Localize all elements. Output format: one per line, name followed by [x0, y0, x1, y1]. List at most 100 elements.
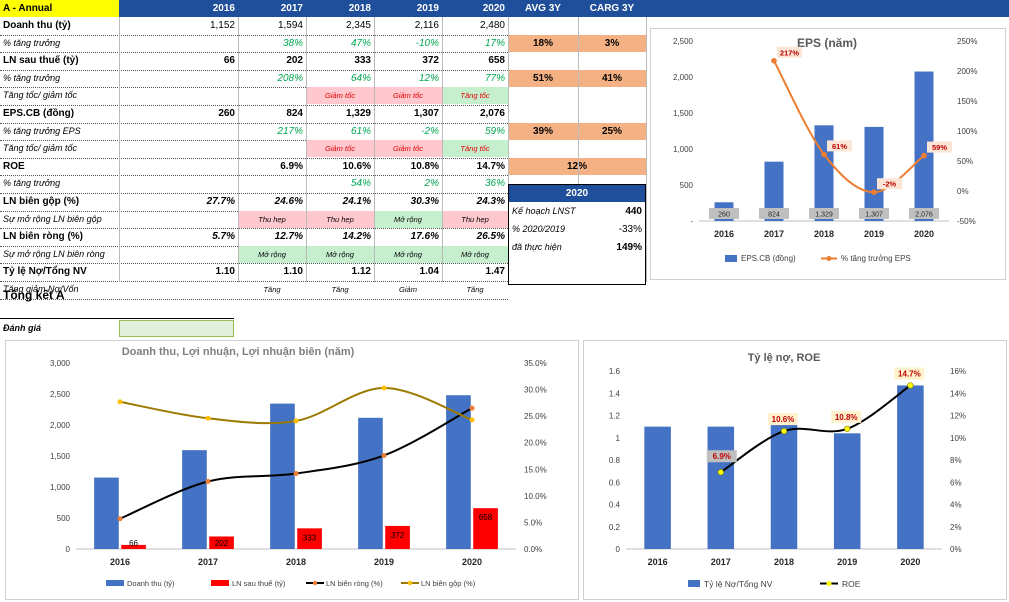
row-value-2016[interactable]: 5.7% — [212, 231, 235, 243]
row-label[interactable]: Tăng giảm Nợ/Vốn — [3, 284, 79, 294]
row-value-2016[interactable] — [119, 175, 238, 192]
row-value-2020[interactable]: Tăng tốc — [442, 140, 508, 158]
header-carg-3y[interactable]: CARG 3Y — [578, 0, 646, 17]
row-label[interactable]: Tăng tốc/ giảm tốc — [3, 143, 78, 154]
row-value-2018[interactable]: 2,345 — [345, 20, 371, 31]
debt-roe-chart[interactable]: 0 0.2 0.4 0.6 0.8 1 1.2 1.4 1.6 0% 2% 4% 6% 8% 10% 12% 1… — [583, 340, 1007, 600]
row-value-2019[interactable]: Mở rộng — [374, 210, 442, 228]
row-value-2018[interactable]: 14.2% — [342, 231, 371, 243]
row-value-2018[interactable]: 64% — [350, 72, 371, 84]
row-value-2016[interactable]: 1,152 — [209, 20, 235, 31]
row-value-2016[interactable] — [119, 123, 238, 140]
row-value-2017[interactable]: 202 — [286, 55, 303, 67]
row-value-2019[interactable]: Giảm — [399, 285, 417, 294]
evaluation-label[interactable]: Đánh giá — [3, 323, 42, 333]
row-value-2017[interactable]: 1,594 — [277, 20, 303, 31]
row-value-2020[interactable]: 2,076 — [479, 108, 505, 119]
row-value-2018[interactable]: 10.6% — [342, 160, 371, 172]
row-label[interactable]: Sự mở rộng LN biên ròng — [3, 248, 105, 259]
row-value-2016[interactable] — [119, 246, 238, 263]
row-label[interactable]: LN biên ròng (%) — [3, 231, 83, 243]
row-value-2017[interactable]: 24.6% — [274, 196, 303, 207]
row-value-2017[interactable]: 208% — [277, 72, 303, 84]
plan-achieved-label[interactable]: đã thực hiện — [512, 242, 562, 252]
plan-achieved-value[interactable]: 149% — [616, 242, 642, 253]
row-value-2016[interactable] — [119, 87, 238, 104]
row-value-2020[interactable]: 26.5% — [476, 231, 505, 243]
row-value-2018[interactable]: Giảm tốc — [306, 87, 374, 105]
row-label[interactable]: % tăng trưởng — [3, 178, 61, 189]
row-value-2019[interactable]: 1,307 — [413, 108, 439, 119]
row-value-2020[interactable]: 1.47 — [485, 266, 505, 278]
row-value-2017[interactable]: 824 — [286, 108, 303, 119]
row-value-2018[interactable]: 333 — [354, 55, 371, 67]
row-value-2020[interactable]: 77% — [484, 72, 505, 84]
row-label[interactable]: EPS.CB (đồng) — [3, 108, 75, 119]
row-value-2020[interactable]: 36% — [484, 178, 505, 190]
row-value-2016[interactable] — [119, 35, 238, 52]
row-label[interactable]: Doanh thu (tỷ) — [3, 20, 71, 31]
row-value-2017[interactable] — [238, 87, 306, 104]
row-value-2020[interactable]: 17% — [484, 37, 505, 49]
row-value-2018[interactable]: 1.12 — [351, 266, 371, 278]
carg-3y-value[interactable]: 3% — [578, 34, 646, 52]
plan-year-header[interactable]: 2020 — [509, 185, 645, 202]
header-year-2019[interactable]: 2019 — [374, 0, 442, 17]
row-value-2017[interactable]: 217% — [277, 125, 303, 137]
row-value-2019[interactable]: Giảm tốc — [374, 87, 442, 105]
header-year-2018[interactable]: 2018 — [306, 0, 374, 17]
row-value-2018[interactable]: Thu hẹp — [306, 210, 374, 228]
row-value-2019[interactable]: -2% — [421, 125, 439, 137]
header-year-2016[interactable]: 2016 — [119, 0, 238, 17]
header-avg-3y[interactable]: AVG 3Y — [508, 0, 578, 17]
row-value-2019[interactable]: 12% — [418, 72, 439, 84]
row-value-2018[interactable]: 61% — [350, 125, 371, 137]
row-value-2020[interactable]: 2,480 — [479, 20, 505, 31]
row-value-2019[interactable]: Giảm tốc — [374, 140, 442, 158]
row-value-2016[interactable]: 27.7% — [206, 196, 235, 207]
row-value-2019[interactable]: 17.6% — [410, 231, 439, 243]
row-value-2020[interactable]: Tăng — [466, 285, 484, 294]
row-value-2016[interactable]: 1.10 — [215, 266, 235, 278]
row-value-2020[interactable]: Mở rộng — [442, 245, 508, 263]
avg-3y-value[interactable]: 18% — [508, 34, 578, 52]
row-label[interactable]: % tăng trưởng — [3, 37, 61, 48]
evaluation-input[interactable] — [119, 320, 234, 337]
row-value-2017[interactable]: 1.10 — [283, 266, 303, 278]
avg-3y-value[interactable]: 51% — [508, 69, 578, 87]
row-value-2019[interactable]: 372 — [422, 55, 439, 67]
carg-3y-value[interactable]: 25% — [578, 122, 646, 140]
row-value-2016[interactable] — [119, 158, 238, 175]
row-label[interactable]: Sự mở rộng LN biên gộp — [3, 213, 102, 224]
plan-yoy-value[interactable]: -33% — [618, 224, 642, 235]
row-value-2018[interactable]: Giảm tốc — [306, 140, 374, 158]
row-label[interactable]: ROE — [3, 160, 25, 172]
row-value-2016[interactable] — [119, 140, 238, 157]
row-value-2018[interactable]: 1,329 — [345, 108, 371, 119]
row-value-2019[interactable]: Mở rộng — [374, 245, 442, 263]
table-title-cell[interactable]: A - Annual — [0, 0, 119, 17]
row-value-2019[interactable]: -10% — [415, 37, 439, 49]
row-value-2017[interactable]: Mở rộng — [238, 245, 306, 263]
row-value-2018[interactable]: 24.1% — [342, 196, 371, 207]
row-value-2020[interactable]: 658 — [488, 55, 505, 67]
header-year-2017[interactable]: 2017 — [238, 0, 306, 17]
plan-target-value[interactable]: 440 — [625, 206, 642, 217]
row-value-2018[interactable]: 47% — [350, 37, 371, 49]
row-value-2017[interactable]: Thu hẹp — [238, 210, 306, 228]
row-value-2020[interactable]: Thu hẹp — [442, 210, 508, 228]
row-value-2017[interactable]: 38% — [282, 37, 303, 49]
row-value-2016[interactable]: 66 — [223, 55, 235, 67]
row-value-2020[interactable]: Tăng tốc — [442, 87, 508, 105]
plan-yoy-label[interactable]: % 2020/2019 — [512, 224, 566, 234]
row-value-2018[interactable]: Tăng — [331, 285, 349, 294]
row-value-2017[interactable]: 6.9% — [280, 160, 303, 172]
avg-3y-value[interactable]: 12% — [508, 157, 646, 175]
row-value-2018[interactable]: 54% — [350, 178, 371, 190]
eps-chart[interactable]: - 500 1,000 1,500 2,000 2,500 -50% 0% 50% 100% 150… — [650, 28, 1006, 280]
row-value-2019[interactable]: 30.3% — [410, 196, 439, 207]
row-value-2017[interactable] — [238, 175, 306, 192]
row-label[interactable]: Tăng tốc/ giảm tốc — [3, 90, 78, 101]
row-value-2016[interactable] — [119, 70, 238, 87]
carg-3y-value[interactable]: 41% — [578, 69, 646, 87]
